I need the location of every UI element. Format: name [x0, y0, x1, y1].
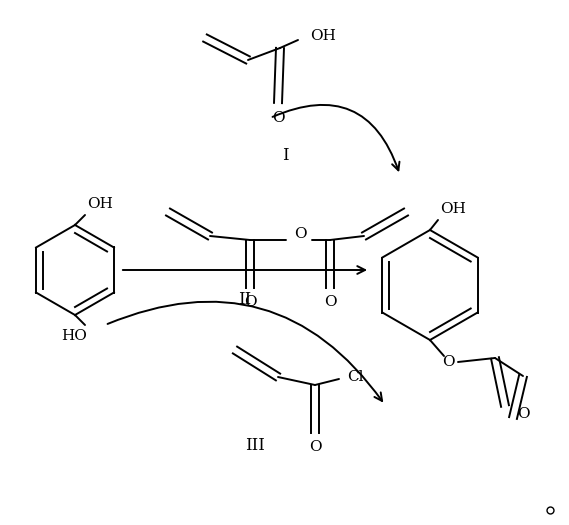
Text: HO: HO [61, 329, 87, 343]
Text: O: O [324, 295, 336, 309]
Text: O: O [309, 440, 321, 454]
FancyArrowPatch shape [273, 105, 399, 170]
Text: O: O [271, 111, 284, 125]
Text: OH: OH [310, 29, 336, 43]
FancyArrowPatch shape [108, 302, 382, 401]
Text: OH: OH [440, 202, 466, 216]
Text: OH: OH [87, 197, 113, 211]
Text: II: II [238, 291, 251, 309]
Text: O: O [244, 295, 256, 309]
Text: O: O [294, 227, 306, 241]
Text: I: I [282, 146, 288, 163]
Text: Cl: Cl [347, 370, 364, 384]
Text: O: O [517, 407, 530, 421]
FancyArrowPatch shape [123, 266, 365, 274]
Text: O: O [442, 355, 454, 369]
Text: III: III [245, 436, 265, 454]
